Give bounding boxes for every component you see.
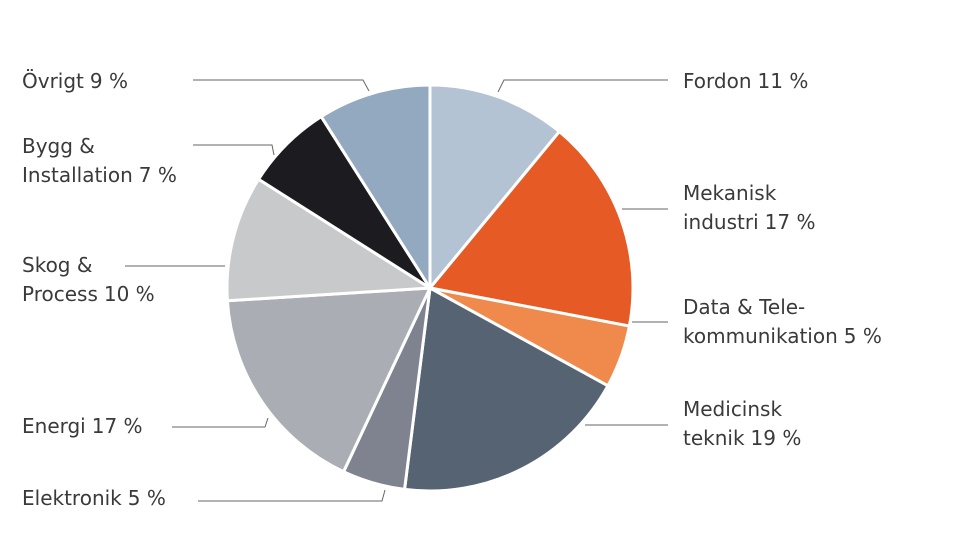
slice-label: Mekanisk industri 17 % [683,181,815,234]
pie-slice [428,130,635,328]
value-label: 17 % [92,414,143,438]
slice-label: Energi 17 % [22,414,143,438]
label-line: Skog & [22,253,92,277]
slice-label: Övrigt 9 % [22,69,128,93]
value-label: 19 % [751,426,802,450]
value-label: 10 % [104,282,155,306]
leader-line [193,144,275,156]
value-label: 9 % [90,69,128,93]
slice-label: Fordon 11 % [683,69,808,93]
pie-slice [428,83,561,290]
value-label: 11 % [758,69,809,93]
leader-line [193,79,370,92]
label-line: industri [683,210,759,234]
label-line: Process [22,282,98,306]
label-line: Mekanisk [683,181,777,205]
leader-line [172,417,269,428]
pie-slice [225,177,432,303]
label-line: Data & Tele- [683,295,805,319]
leader-line [198,489,386,502]
slice-label: Skog & Process 10 % [22,253,155,306]
value-label: 5 % [844,324,882,348]
label-line: Medicinsk [683,397,782,421]
label-line: Installation [22,163,133,187]
value-label: 5 % [128,486,166,510]
label-line: teknik [683,426,745,450]
slice-label: Bygg & Installation 7 % [22,134,177,187]
label-line: Övrigt [22,69,84,93]
label-line: Energi [22,414,86,438]
slice-label: Elektronik 5 % [22,486,166,510]
pie-slice [225,286,432,474]
slice-label: Data & Tele-kommunikation 5 % [683,295,882,348]
value-label: 17 % [765,210,816,234]
pie-slice [319,83,432,290]
label-line: kommunikation [683,324,838,348]
slice-label: Medicinsk teknik 19 % [683,397,801,450]
label-line: Bygg & [22,134,95,158]
pie-slice [403,286,610,493]
label-line: Elektronik [22,486,122,510]
leader-lines [125,79,668,502]
label-line: Fordon [683,69,752,93]
leader-line [497,79,668,93]
value-label: 7 % [139,163,177,187]
